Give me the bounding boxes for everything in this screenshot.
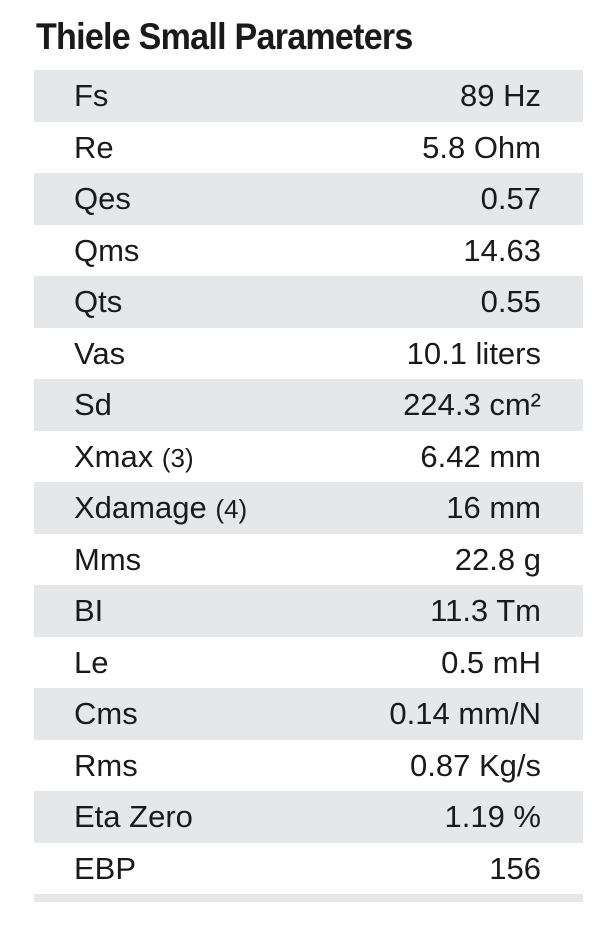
parameters-table: Fs 89 Hz Re 5.8 Ohm Qes 0.57 Qms 14.63 Q… [34, 70, 583, 894]
param-name: Qes [74, 181, 131, 216]
table-row: Vas 10.1 liters [34, 328, 583, 380]
param-name: Mms [74, 541, 142, 577]
table-row: Qes 0.57 [34, 173, 583, 225]
param-value: 224.3 cm² [403, 387, 541, 422]
table-row: Fs 89 Hz [34, 70, 583, 122]
table-row: Xdamage (4) 16 mm [34, 482, 583, 534]
table-row: Sd 224.3 cm² [34, 379, 583, 431]
param-value: 5.8 Ohm [422, 129, 541, 165]
table-row: Qts 0.55 [34, 276, 583, 328]
table-row: Le 0.5 mH [34, 637, 583, 689]
param-name: Sd [74, 387, 112, 422]
table-bottom-bar [34, 894, 583, 902]
table-row: Re 5.8 Ohm [34, 122, 583, 174]
param-name: Le [74, 644, 109, 680]
table-row: BI 11.3 Tm [34, 585, 583, 637]
param-name: Xmax (3) [74, 438, 194, 474]
param-value: 6.42 mm [420, 438, 541, 474]
param-name: Cms [74, 696, 138, 731]
param-name: BI [74, 593, 104, 628]
param-value: 1.19 % [444, 799, 541, 834]
table-row: Eta Zero 1.19 % [34, 791, 583, 843]
param-value: 10.1 liters [406, 335, 541, 371]
param-value: 0.14 mm/N [389, 696, 541, 731]
param-name: Fs [74, 78, 109, 113]
param-value: 11.3 Tm [430, 593, 541, 628]
param-value: 14.63 [463, 232, 541, 268]
table-row: Rms 0.87 Kg/s [34, 740, 583, 792]
footnote-ref: (3) [161, 442, 194, 473]
param-value: 89 Hz [460, 78, 541, 113]
footnote-ref: (4) [215, 494, 248, 524]
table-row: EBP 156 [34, 843, 583, 895]
param-value: 22.8 g [454, 541, 541, 577]
param-value: 0.87 Kg/s [410, 747, 541, 783]
table-row: Cms 0.14 mm/N [34, 688, 583, 740]
param-name: Rms [74, 747, 138, 783]
param-name: Qms [74, 232, 140, 268]
param-name: Eta Zero [74, 799, 193, 834]
param-name: Xdamage (4) [74, 490, 248, 525]
param-name: Vas [74, 335, 126, 371]
param-value: 16 mm [446, 490, 541, 525]
param-value: 156 [489, 850, 541, 886]
param-value: 0.55 [480, 284, 541, 319]
page-title: Thiele Small Parameters [36, 16, 413, 57]
table-row: Qms 14.63 [34, 225, 583, 277]
param-name: EBP [74, 850, 137, 886]
param-name: Re [74, 129, 114, 165]
param-value: 0.57 [480, 181, 541, 216]
param-value: 0.5 mH [441, 644, 541, 680]
param-name: Qts [74, 284, 123, 319]
table-row: Xmax (3) 6.42 mm [34, 431, 583, 483]
table-row: Mms 22.8 g [34, 534, 583, 586]
